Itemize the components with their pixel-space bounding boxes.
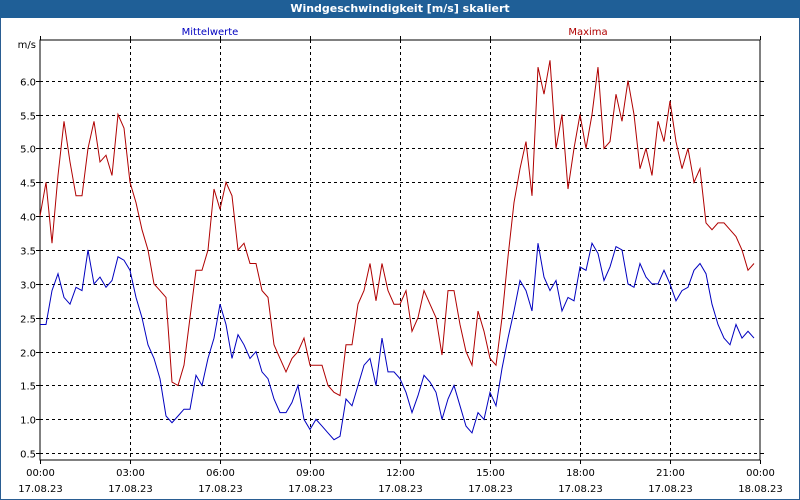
series-line-mittelwerte bbox=[40, 241, 755, 441]
x-tick-time: 09:00 bbox=[296, 468, 325, 479]
x-tick-date: 17.08.23 bbox=[468, 484, 513, 495]
x-tick-date: 17.08.23 bbox=[18, 484, 63, 495]
legend: Mittelwerte Maxima bbox=[182, 27, 608, 38]
x-tick-time: 12:00 bbox=[386, 468, 415, 479]
y-tick-label: 6.0 bbox=[20, 78, 36, 89]
x-tick-date: 17.08.23 bbox=[378, 484, 423, 495]
legend-mittelwerte: Mittelwerte bbox=[182, 27, 239, 38]
x-tick-date: 17.08.23 bbox=[558, 484, 603, 495]
x-tick-date: 17.08.23 bbox=[648, 484, 693, 495]
grid bbox=[40, 40, 760, 460]
y-tick-label: 4.5 bbox=[20, 179, 36, 190]
x-tick-date: 18.08.23 bbox=[738, 484, 783, 495]
x-tick-time: 00:00 bbox=[26, 468, 55, 479]
legend-maxima: Maxima bbox=[568, 27, 607, 38]
x-tick-date: 17.08.23 bbox=[198, 484, 243, 495]
y-tick-label: 3.5 bbox=[20, 247, 36, 258]
y-axis-labels: 0.5 1.0 1.5 2.0 2.5 3.0 3.5 4.0 4.5 5.0 5.5 6.0 m/s bbox=[18, 40, 36, 461]
x-tick-date: 17.08.23 bbox=[288, 484, 333, 495]
y-tick-label: 5.0 bbox=[20, 145, 36, 156]
y-tick-label: 1.5 bbox=[20, 382, 36, 393]
y-tick-label: 2.0 bbox=[20, 349, 36, 360]
x-tick-date: 17.08.23 bbox=[108, 484, 153, 495]
chart-title: Windgeschwindigkeit [m/s] skaliert bbox=[0, 0, 800, 18]
y-tick-label: 5.5 bbox=[20, 112, 36, 123]
series-lines bbox=[39, 60, 755, 441]
x-tick-time: 06:00 bbox=[206, 468, 235, 479]
x-tick-time: 18:00 bbox=[566, 468, 595, 479]
x-tick-time: 03:00 bbox=[116, 468, 145, 479]
y-tick-label: 0.5 bbox=[20, 450, 36, 461]
x-tick-time: 21:00 bbox=[656, 468, 685, 479]
y-tick-label: 2.5 bbox=[20, 315, 36, 326]
x-tick-time: 00:00 bbox=[746, 468, 775, 479]
y-tick-label: 1.0 bbox=[20, 416, 36, 427]
x-tick-time: 15:00 bbox=[476, 468, 505, 479]
y-axis-unit: m/s bbox=[18, 40, 36, 51]
x-axis-labels: 00:00 17.08.23 03:00 17.08.23 06:00 17.08.23 0… bbox=[18, 468, 783, 495]
y-tick-label: 4.0 bbox=[20, 213, 36, 224]
y-tick-label: 3.0 bbox=[20, 281, 36, 292]
axes bbox=[36, 36, 764, 464]
series-line-maxima bbox=[39, 60, 755, 397]
